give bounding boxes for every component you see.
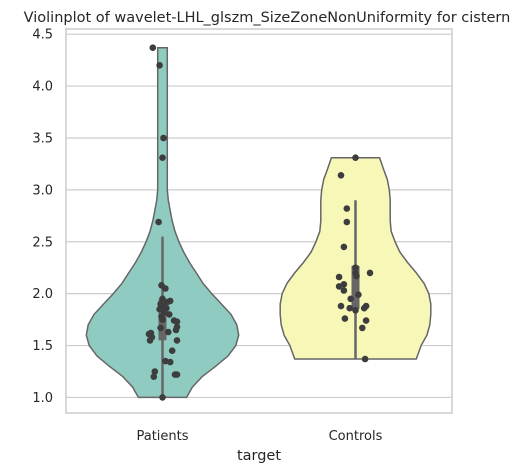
y-tick-label: 2.5	[32, 235, 53, 250]
y-tick-labels: 1.0 1.5 2.0 2.5 3.0 3.5 4.0 4.5	[32, 28, 53, 406]
violin-patients	[85, 46, 240, 399]
data-points	[145, 44, 374, 401]
data-point	[340, 287, 348, 294]
data-point	[340, 281, 348, 288]
data-point	[341, 315, 349, 322]
data-point	[361, 355, 369, 363]
data-point	[362, 317, 370, 324]
data-point	[159, 295, 166, 303]
data-point	[343, 205, 351, 212]
data-point	[149, 44, 157, 51]
chart-title: Violinplot of wavelet-LHL_glszm_SizeZone…	[24, 10, 511, 26]
data-point	[173, 371, 181, 378]
data-point	[173, 318, 181, 326]
data-point	[159, 316, 166, 323]
x-tick-labels: Patients Controls	[136, 429, 382, 444]
data-point	[340, 243, 348, 251]
data-point	[359, 324, 366, 332]
data-point	[156, 62, 163, 69]
data-point	[159, 154, 166, 161]
x-axis-label: target	[237, 448, 281, 464]
data-point	[151, 368, 159, 375]
y-tick-label: 4.0	[32, 80, 53, 95]
data-point	[173, 337, 181, 344]
data-point	[166, 358, 174, 366]
y-tick-label: 3.0	[32, 183, 53, 198]
data-point	[172, 326, 180, 334]
y-tick-label: 3.5	[32, 131, 53, 146]
data-point	[335, 273, 343, 281]
y-tick-label: 4.5	[32, 28, 53, 43]
data-point	[337, 302, 345, 310]
plot-frame	[65, 28, 453, 414]
data-point	[360, 304, 368, 312]
data-point	[353, 272, 360, 280]
y-tick-label: 1.5	[32, 339, 53, 354]
data-point	[165, 328, 172, 336]
data-point	[343, 218, 351, 226]
data-point	[355, 291, 362, 299]
y-tick-label: 1.0	[32, 391, 53, 406]
data-point	[346, 304, 354, 312]
data-point	[160, 134, 167, 142]
data-point	[156, 305, 163, 313]
data-point	[159, 394, 166, 401]
data-point	[337, 172, 345, 179]
data-point	[352, 264, 359, 272]
data-point	[155, 218, 162, 226]
data-point	[150, 373, 158, 381]
data-point	[352, 154, 359, 161]
data-point	[162, 285, 169, 292]
data-point	[347, 295, 355, 303]
x-tick-label: Controls	[329, 429, 383, 444]
y-tick-label: 2.0	[32, 287, 53, 302]
data-point	[157, 324, 164, 332]
data-point	[168, 347, 176, 355]
data-point	[146, 337, 154, 344]
data-point	[166, 311, 173, 318]
x-tick-label: Patients	[136, 429, 188, 444]
data-point	[352, 307, 359, 314]
data-point	[366, 269, 374, 277]
